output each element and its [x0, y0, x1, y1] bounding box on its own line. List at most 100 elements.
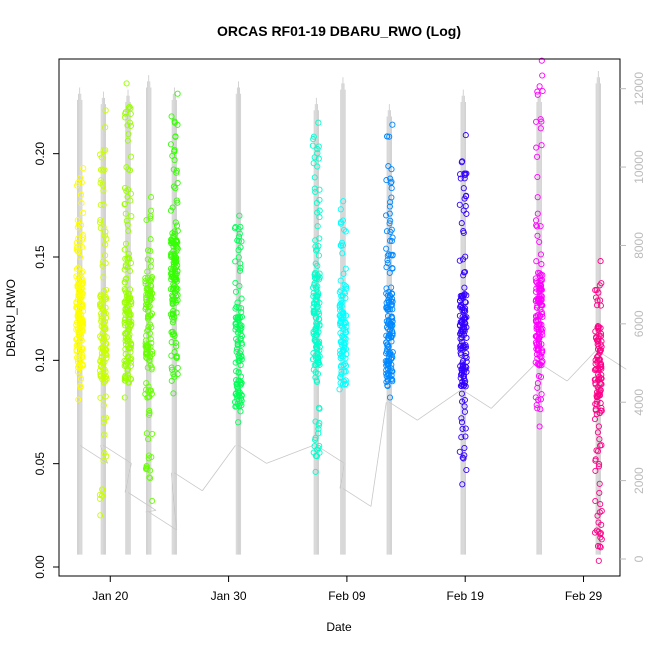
data-point	[388, 194, 395, 201]
data-point	[538, 57, 545, 64]
data-point	[596, 543, 603, 550]
y-tick-label: 0.20	[33, 142, 47, 166]
data-point	[96, 495, 104, 502]
data-point	[98, 318, 105, 325]
data-point	[388, 368, 395, 375]
data-point	[125, 333, 132, 341]
data-point	[315, 155, 322, 162]
data-point	[232, 288, 240, 295]
data-point	[592, 497, 599, 505]
data-point	[121, 299, 128, 307]
y-axis-label: DBARU_RWO	[4, 279, 18, 357]
data-point	[236, 230, 243, 237]
data-point	[533, 332, 540, 339]
altitude-connector	[266, 444, 314, 464]
y-tick-label: 0.15	[33, 245, 47, 269]
data-point	[100, 224, 107, 231]
data-point	[146, 290, 153, 297]
data-point	[459, 313, 466, 320]
data-point	[79, 351, 86, 358]
data-point	[337, 322, 344, 329]
data-point	[102, 241, 109, 248]
data-point	[535, 396, 542, 403]
data-point	[312, 468, 319, 475]
data-point	[238, 339, 245, 347]
data-point	[595, 338, 602, 345]
data-point	[123, 289, 130, 296]
data-point	[458, 301, 465, 308]
data-point	[78, 280, 85, 288]
data-point	[144, 268, 151, 275]
data-point	[103, 453, 110, 460]
data-point	[121, 279, 128, 286]
data-point	[536, 313, 544, 320]
data-point	[143, 380, 150, 387]
data-point	[597, 501, 604, 508]
data-point	[73, 299, 80, 306]
data-point	[533, 223, 541, 230]
data-point	[458, 434, 465, 441]
data-point	[122, 255, 129, 262]
data-point	[342, 377, 349, 384]
data-point	[384, 342, 391, 349]
data-point	[73, 336, 80, 343]
data-point	[101, 415, 108, 422]
data-point	[592, 406, 599, 413]
data-point	[146, 297, 153, 304]
data-point	[73, 265, 81, 272]
data-point	[383, 245, 390, 252]
data-point	[537, 396, 544, 403]
data-point	[386, 394, 394, 401]
data-point	[534, 194, 541, 201]
data-point	[537, 125, 544, 132]
data-point	[100, 201, 107, 208]
data-point	[597, 330, 605, 337]
data-point	[534, 232, 541, 239]
data-point	[145, 436, 152, 443]
data-point	[461, 403, 468, 410]
data-point	[148, 310, 156, 317]
data-point	[593, 337, 601, 344]
altitude-descent	[463, 390, 492, 409]
data-point	[231, 225, 239, 232]
data-point	[125, 307, 132, 314]
data-point	[144, 281, 151, 288]
data-point	[388, 313, 395, 320]
plot-frame	[58, 58, 621, 577]
data-point	[594, 429, 601, 436]
altitude-connector	[566, 350, 596, 382]
data-point	[336, 386, 343, 393]
data-point	[314, 150, 321, 157]
data-point	[385, 299, 392, 306]
data-point	[103, 235, 110, 242]
data-point	[309, 142, 316, 149]
data-point	[121, 246, 128, 253]
data-point	[98, 176, 105, 184]
data-point	[315, 119, 322, 126]
data-point	[147, 321, 154, 328]
y2-tick-label: 2000	[632, 467, 646, 494]
data-point	[312, 314, 319, 321]
data-point	[534, 173, 541, 181]
data-point	[342, 265, 349, 272]
data-point	[143, 216, 150, 224]
data-point	[314, 223, 321, 230]
data-point	[126, 103, 133, 110]
data-point	[463, 210, 470, 217]
data-point	[147, 215, 154, 222]
data-point	[78, 375, 85, 382]
data-point	[388, 284, 395, 291]
x-tick-label: Feb 19	[447, 589, 485, 603]
data-point	[341, 282, 348, 289]
data-point	[101, 431, 108, 438]
data-point	[127, 197, 134, 204]
data-point	[596, 349, 603, 356]
data-point	[312, 434, 319, 441]
data-point	[458, 334, 465, 341]
data-point	[98, 335, 105, 342]
data-point	[458, 415, 465, 422]
data-point	[597, 534, 604, 541]
data-point	[77, 253, 84, 261]
data-point	[98, 154, 105, 161]
